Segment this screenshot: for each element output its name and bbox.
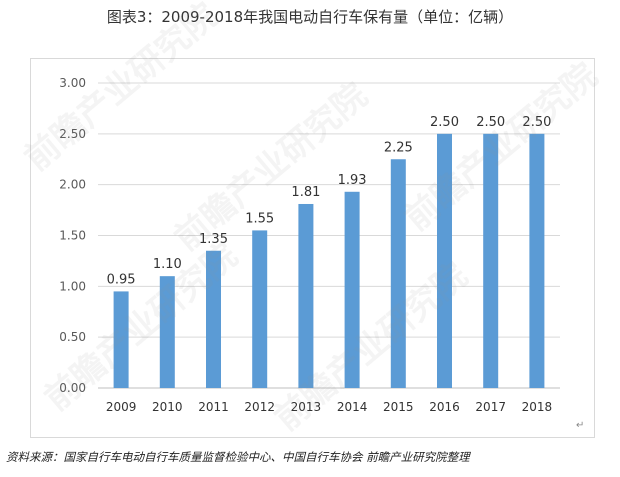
data-label: 0.95 bbox=[107, 272, 136, 287]
x-tick-label: 2010 bbox=[152, 400, 183, 414]
x-tick-label: 2011 bbox=[198, 400, 229, 414]
data-label: 2.50 bbox=[430, 115, 459, 130]
x-tick-label: 2015 bbox=[383, 400, 414, 414]
bar bbox=[206, 250, 221, 388]
y-tick-label: 3.00 bbox=[59, 76, 86, 90]
x-tick-label: 2013 bbox=[291, 400, 322, 414]
data-label: 1.81 bbox=[291, 185, 320, 200]
return-mark: ↵ bbox=[576, 420, 585, 431]
y-tick-label: 2.50 bbox=[59, 127, 86, 141]
bar bbox=[252, 230, 268, 388]
x-tick-label: 2012 bbox=[244, 400, 275, 414]
data-label: 1.10 bbox=[153, 257, 182, 272]
bar bbox=[344, 191, 360, 388]
x-tick-label: 2018 bbox=[522, 400, 553, 414]
data-label: 1.55 bbox=[245, 211, 274, 226]
y-tick-label: 2.00 bbox=[59, 178, 86, 192]
source-note: 资料来源：国家自行车电动自行车质量监督检验中心、中国自行车协会 前瞻产业研究院整… bbox=[6, 450, 470, 464]
data-label: 1.35 bbox=[199, 232, 228, 247]
x-tick-label: 2009 bbox=[106, 400, 137, 414]
y-tick-label: 0.00 bbox=[59, 381, 86, 395]
chart-title: 图表3：2009-2018年我国电动自行车保有量（单位：亿辆） bbox=[106, 8, 514, 26]
data-label: 2.50 bbox=[522, 115, 551, 130]
bar bbox=[483, 133, 499, 388]
bar bbox=[113, 291, 129, 388]
bar bbox=[529, 133, 545, 388]
x-tick-label: 2014 bbox=[337, 400, 368, 414]
data-label: 1.93 bbox=[338, 173, 367, 188]
y-tick-label: 0.50 bbox=[59, 330, 86, 344]
y-tick-label: 1.00 bbox=[59, 279, 86, 293]
data-label: 2.25 bbox=[384, 140, 413, 155]
y-tick-label: 1.50 bbox=[59, 229, 86, 243]
x-tick-label: 2017 bbox=[475, 400, 506, 414]
bar bbox=[159, 276, 175, 388]
bar bbox=[298, 203, 314, 388]
x-tick-label: 2016 bbox=[429, 400, 460, 414]
data-label: 2.50 bbox=[476, 115, 505, 130]
bar bbox=[390, 159, 406, 388]
bar bbox=[437, 133, 452, 388]
